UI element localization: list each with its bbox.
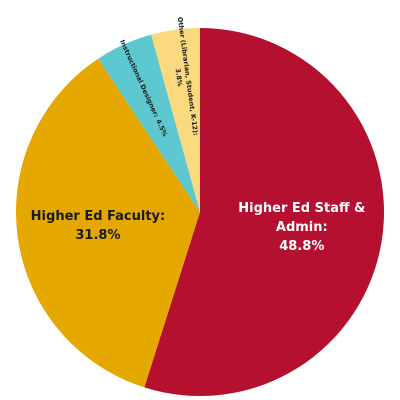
pie-slice <box>15 58 200 388</box>
value-label: 31.8% <box>75 228 121 244</box>
value-label: 48.8% <box>279 239 325 255</box>
pie-slice <box>144 28 384 396</box>
slice-label: Higher Ed Faculty: 31.8% <box>23 186 173 266</box>
label-box: Higher Ed Staff & Admin: 48.8% <box>227 188 377 268</box>
category: Higher Ed Faculty: <box>30 209 166 225</box>
slice-label: Higher Ed Staff & Admin: 48.8% <box>227 188 377 268</box>
pie-slice <box>151 28 200 212</box>
pie-slice <box>98 34 200 212</box>
category: Higher Ed Staff & Admin: <box>238 201 366 236</box>
label-box: Higher Ed Faculty: 31.8% <box>23 186 173 266</box>
value-label: 3.8% <box>174 68 184 87</box>
